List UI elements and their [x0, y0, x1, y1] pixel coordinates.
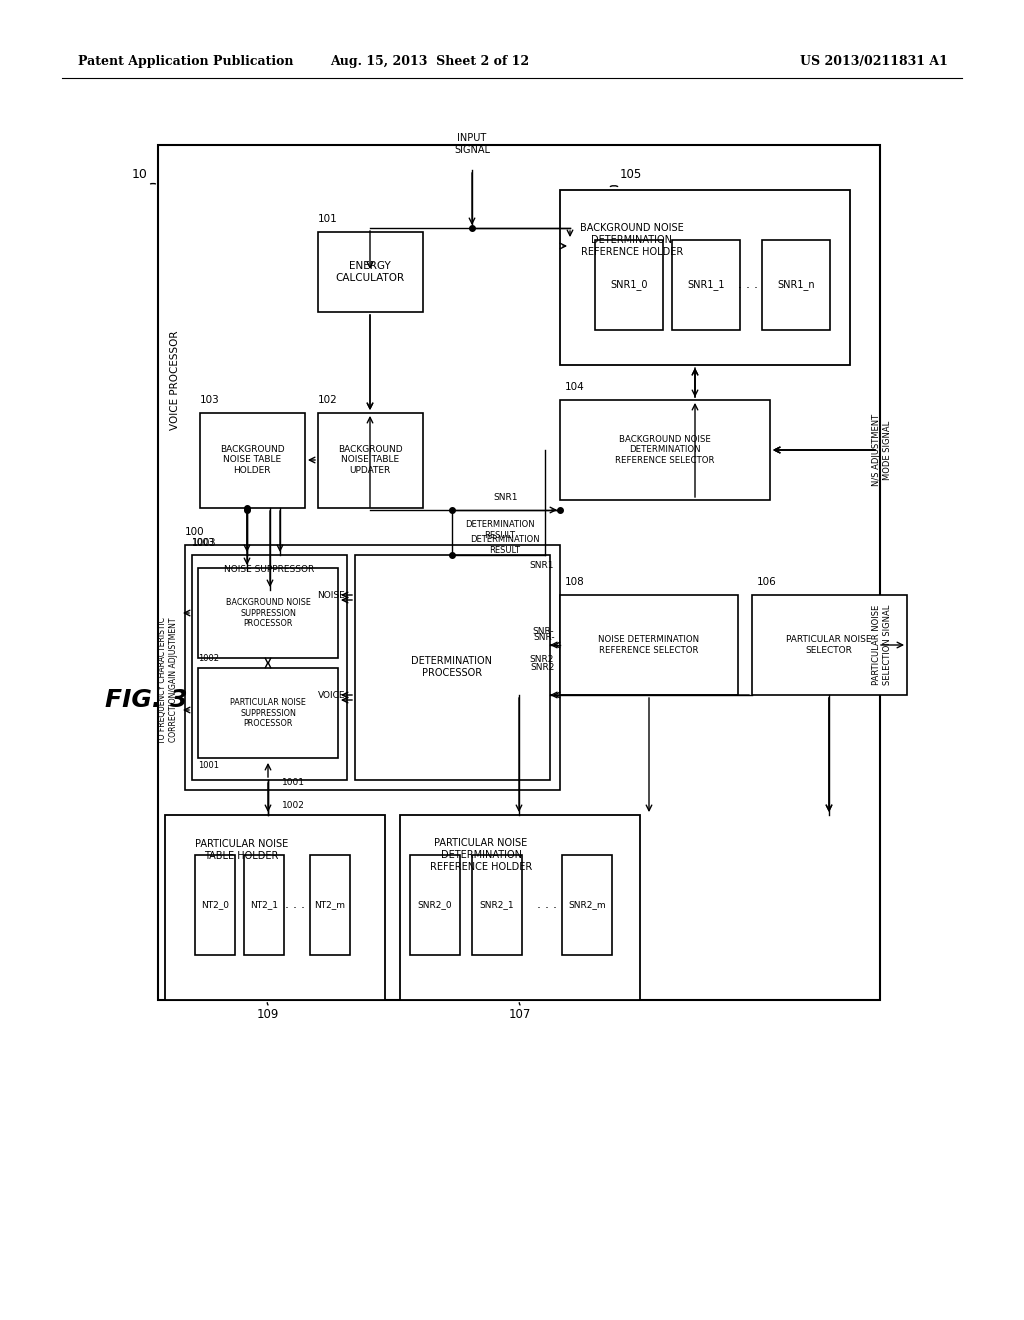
Text: Patent Application Publication: Patent Application Publication [78, 55, 294, 69]
Text: VOICE PROCESSOR: VOICE PROCESSOR [170, 330, 180, 430]
Bar [560, 595, 738, 696]
Text: SNR1: SNR1 [494, 492, 518, 502]
Text: US 2013/0211831 A1: US 2013/0211831 A1 [800, 55, 948, 69]
Text: ENERGY
CALCULATOR: ENERGY CALCULATOR [336, 261, 404, 282]
Bar [562, 855, 612, 954]
Text: . . .: . . . [537, 899, 557, 912]
Text: BACKGROUND NOISE
DETERMINATION
REFERENCE HOLDER: BACKGROUND NOISE DETERMINATION REFERENCE… [580, 223, 684, 256]
Text: 109: 109 [257, 1008, 280, 1020]
Text: SNR2_m: SNR2_m [568, 900, 606, 909]
Text: Aug. 15, 2013  Sheet 2 of 12: Aug. 15, 2013 Sheet 2 of 12 [331, 55, 529, 69]
Text: BACKGROUND NOISE
SUPPRESSION
PROCESSOR: BACKGROUND NOISE SUPPRESSION PROCESSOR [225, 598, 310, 628]
Bar [310, 855, 350, 954]
Text: 1003: 1003 [193, 539, 215, 546]
Text: . . .: . . . [285, 899, 305, 912]
Text: BACKGROUND
NOISE TABLE
HOLDER: BACKGROUND NOISE TABLE HOLDER [220, 445, 285, 475]
Text: PARTICULAR NOISE
SELECTOR: PARTICULAR NOISE SELECTOR [786, 635, 871, 655]
Text: PARTICULAR NOISE
SELECTION SIGNAL: PARTICULAR NOISE SELECTION SIGNAL [872, 605, 892, 685]
Text: BACKGROUND
NOISE TABLE
UPDATER: BACKGROUND NOISE TABLE UPDATER [338, 445, 402, 475]
Bar [595, 240, 663, 330]
Text: SNR1_0: SNR1_0 [610, 280, 648, 290]
Text: PARTICULAR NOISE
DETERMINATION
REFERENCE HOLDER: PARTICULAR NOISE DETERMINATION REFERENCE… [430, 838, 532, 871]
Text: NT2_1: NT2_1 [250, 900, 278, 909]
Text: 105: 105 [620, 169, 642, 181]
Text: 106: 106 [757, 577, 777, 587]
Text: INPUT
SIGNAL: INPUT SIGNAL [454, 133, 490, 154]
Text: VOICE: VOICE [317, 690, 345, 700]
Bar [560, 400, 770, 500]
Bar [762, 240, 830, 330]
Bar [355, 554, 550, 780]
Bar [752, 595, 907, 696]
Text: 1001: 1001 [282, 777, 305, 787]
Text: 1003: 1003 [193, 539, 216, 548]
Bar [318, 413, 423, 508]
Text: 104: 104 [565, 381, 585, 392]
Text: 102: 102 [318, 395, 338, 405]
Text: SNR2_0: SNR2_0 [418, 900, 453, 909]
Text: 108: 108 [565, 577, 585, 587]
Text: 107: 107 [509, 1008, 531, 1020]
Text: SNR-: SNR- [534, 634, 555, 643]
Bar [472, 855, 522, 954]
Text: NOISE: NOISE [317, 590, 345, 599]
Text: SNR2: SNR2 [530, 664, 555, 672]
Bar [318, 232, 423, 312]
Text: SNR2_1: SNR2_1 [479, 900, 514, 909]
Text: NOISE DETERMINATION
REFERENCE SELECTOR: NOISE DETERMINATION REFERENCE SELECTOR [598, 635, 699, 655]
Bar [195, 855, 234, 954]
Text: NOISE SUPPRESSOR: NOISE SUPPRESSOR [224, 565, 314, 574]
Bar [198, 568, 338, 657]
Bar [158, 145, 880, 1001]
Text: 1002: 1002 [282, 801, 305, 810]
Text: PARTICULAR NOISE
TABLE HOLDER: PARTICULAR NOISE TABLE HOLDER [195, 840, 288, 861]
Text: SNR1_1: SNR1_1 [687, 280, 725, 290]
Text: SNR1_n: SNR1_n [777, 280, 815, 290]
Text: NT2_m: NT2_m [314, 900, 345, 909]
Text: FIG. 3: FIG. 3 [105, 688, 187, 711]
Text: N/S ADJUSTMENT
MODE SIGNAL: N/S ADJUSTMENT MODE SIGNAL [872, 414, 892, 486]
Bar [185, 545, 560, 789]
Bar [193, 554, 347, 780]
Text: 1001: 1001 [198, 762, 219, 770]
Text: DETERMINATION
PROCESSOR: DETERMINATION PROCESSOR [412, 656, 493, 677]
Text: 103: 103 [200, 395, 220, 405]
Text: 101: 101 [318, 214, 338, 224]
Bar [200, 413, 305, 508]
Text: 1002: 1002 [198, 653, 219, 663]
Text: NT2_0: NT2_0 [201, 900, 229, 909]
Text: SNR1: SNR1 [529, 561, 554, 569]
Text: 100: 100 [185, 527, 205, 537]
Text: DETERMINATION
RESULT: DETERMINATION RESULT [465, 520, 535, 540]
Bar [198, 668, 338, 758]
Bar [560, 190, 850, 366]
Bar [165, 814, 385, 1001]
Text: DETERMINATION
RESULT: DETERMINATION RESULT [470, 536, 540, 554]
Text: BACKGROUND NOISE
DETERMINATION
REFERENCE SELECTOR: BACKGROUND NOISE DETERMINATION REFERENCE… [615, 436, 715, 465]
Text: SNR-: SNR- [532, 627, 554, 636]
Text: TO FREQUENCY CHARACTERISTIC
CORRECTION/GAIN ADJUSTMENT: TO FREQUENCY CHARACTERISTIC CORRECTION/G… [159, 616, 178, 743]
Bar [400, 814, 640, 1001]
Text: . . .: . . . [738, 279, 758, 292]
Bar [244, 855, 284, 954]
Text: 10: 10 [132, 169, 148, 181]
Text: PARTICULAR NOISE
SUPPRESSION
PROCESSOR: PARTICULAR NOISE SUPPRESSION PROCESSOR [230, 698, 306, 727]
Bar [410, 855, 460, 954]
Text: SNR2: SNR2 [529, 656, 554, 664]
Bar [672, 240, 740, 330]
